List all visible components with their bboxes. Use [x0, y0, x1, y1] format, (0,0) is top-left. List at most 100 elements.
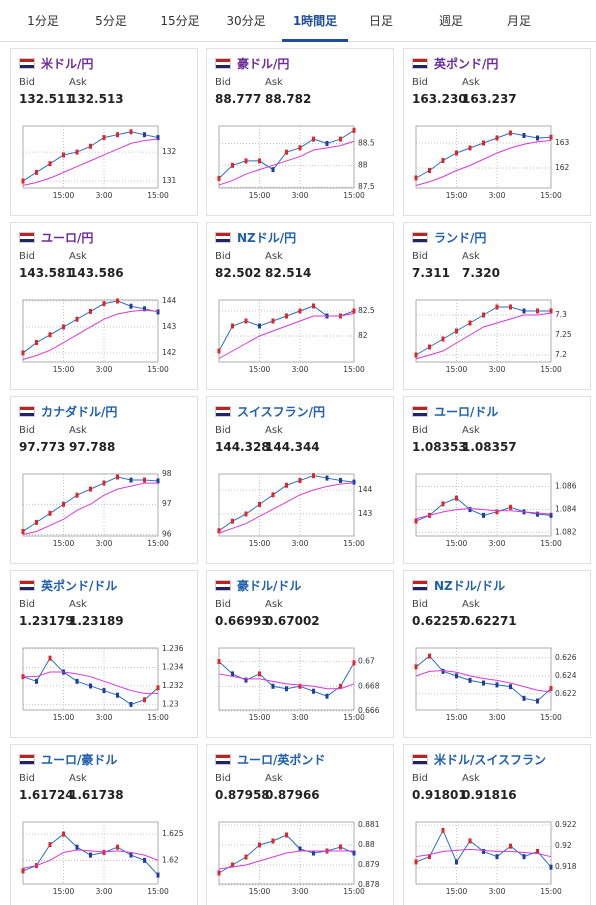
price-marker — [495, 854, 499, 860]
price-marker — [62, 501, 65, 507]
flag-icon — [412, 580, 428, 591]
price-marker — [102, 480, 106, 486]
pair-name[interactable]: ユーロ/ドル — [434, 405, 499, 419]
pair-name[interactable]: 英ポンド/ドル — [41, 579, 118, 593]
ask-value: 88.782 — [265, 92, 312, 106]
tab[interactable]: 月足 — [506, 14, 532, 28]
price-marker — [156, 685, 160, 691]
price-marker — [89, 308, 92, 314]
price-marker — [549, 685, 553, 691]
price-marker — [325, 475, 329, 481]
pair-name[interactable]: スイスフラン/円 — [237, 405, 326, 419]
tab[interactable]: 日足 — [368, 14, 394, 28]
price-marker — [441, 827, 445, 833]
price-marker — [89, 683, 92, 689]
x-tick-label: 15:00 — [540, 365, 562, 374]
tab[interactable]: 週足 — [438, 14, 464, 28]
price-marker — [231, 862, 234, 868]
rate-card[interactable]: ユーロ/円 Bid Ask 143.581 143.586 142 143 144 15:00 3… — [10, 222, 198, 390]
x-tick-label: 3:00 — [292, 191, 309, 200]
ask-label: Ask — [462, 599, 480, 610]
ask-value: 0.91816 — [462, 788, 517, 802]
price-marker — [509, 684, 512, 690]
price-marker — [522, 133, 526, 138]
bid-value: 0.66993 — [215, 614, 270, 628]
bid-label: Bid — [19, 251, 35, 262]
mini-chart: 142 143 144 15:00 3:00 15:00 — [21, 296, 177, 374]
rate-card[interactable]: 米ドル/円 Bid Ask 132.511 132.513 131 132 15:00 3:00… — [10, 48, 198, 216]
price-marker — [549, 864, 553, 870]
price-marker — [455, 150, 458, 156]
pair-name[interactable]: カナダドル/円 — [41, 405, 118, 419]
tab[interactable]: 5分足 — [95, 14, 127, 28]
x-tick-label: 15:00 — [53, 713, 75, 722]
rate-card[interactable]: NZドル/ドル Bid Ask 0.62257 0.62271 0.622 0.624 0.6… — [403, 570, 591, 738]
price-marker — [468, 507, 472, 513]
y-tick-label: 144 — [358, 485, 373, 494]
price-marker — [231, 518, 234, 524]
rate-card[interactable]: ユーロ/豪ドル Bid Ask 1.61724 1.61738 1.62 1.625 15:0… — [10, 744, 198, 905]
price-marker — [143, 306, 146, 312]
bid-value: 97.773 — [19, 440, 66, 454]
x-tick-label: 3:00 — [292, 365, 309, 374]
x-tick-label: 15:00 — [540, 887, 562, 896]
pair-name[interactable]: 米ドル/スイスフラン — [434, 753, 547, 767]
rate-card[interactable]: 英ポンド/ドル Bid Ask 1.23179 1.23189 1.23 1.232 1.23… — [10, 570, 198, 738]
mini-chart: 96 97 98 15:00 3:00 15:00 — [21, 469, 172, 548]
flag-icon — [215, 232, 231, 243]
price-marker — [522, 308, 526, 314]
x-tick-label: 15:00 — [147, 887, 169, 896]
x-tick-label: 15:00 — [343, 713, 365, 722]
tab[interactable]: 15分足 — [160, 14, 200, 28]
rate-card[interactable]: 英ポンド/円 Bid Ask 163.230 163.237 162 163 15:00 3:0… — [403, 48, 591, 216]
price-marker — [495, 682, 499, 688]
rate-card[interactable]: 豪ドル/ドル Bid Ask 0.66993 0.67002 0.666 0.668 0.67… — [206, 570, 394, 738]
x-tick-label: 3:00 — [489, 713, 506, 722]
x-tick-label: 15:00 — [249, 713, 271, 722]
bid-label: Bid — [19, 77, 35, 88]
pair-name[interactable]: ユーロ/豪ドル — [41, 753, 118, 767]
x-tick-label: 15:00 — [446, 887, 468, 896]
bid-label: Bid — [19, 773, 35, 784]
x-tick-label: 15:00 — [540, 539, 562, 548]
pair-name[interactable]: 米ドル/円 — [41, 57, 94, 71]
tab[interactable]: 30分足 — [226, 14, 266, 28]
flag-icon — [19, 58, 35, 69]
price-marker — [258, 158, 261, 164]
rate-card[interactable]: カナダドル/円 Bid Ask 97.773 97.788 96 97 98 15:00 3:00… — [10, 396, 198, 564]
price-marker — [495, 135, 499, 141]
tab[interactable]: 1分足 — [27, 14, 59, 28]
pair-name[interactable]: ユーロ/円 — [41, 231, 94, 245]
mini-chart: 0.918 0.92 0.922 15:00 3:00 15:00 — [414, 820, 577, 896]
rate-card[interactable]: ランド/円 Bid Ask 7.311 7.320 7.2 7.25 7.3 15:00 3:00… — [403, 222, 591, 390]
pair-name[interactable]: 豪ドル/ドル — [237, 579, 302, 593]
rate-card[interactable]: ユーロ/英ポンド Bid Ask 0.87958 0.87966 0.878 0.879 0.… — [206, 744, 394, 905]
x-tick-label: 3:00 — [96, 191, 113, 200]
price-marker — [48, 510, 52, 516]
pair-name[interactable]: 豪ドル/円 — [237, 57, 290, 71]
rate-card[interactable]: NZドル/円 Bid Ask 82.502 82.514 82 82.5 15:00 3:00 1… — [206, 222, 394, 390]
rate-card[interactable]: スイスフラン/円 Bid Ask 144.328 144.344 143 144 15:00 3… — [206, 396, 394, 564]
price-marker — [441, 158, 445, 163]
rate-card[interactable]: 米ドル/スイスフラン Bid Ask 0.91801 0.91816 0.918 0.92 0… — [403, 744, 591, 905]
pair-name[interactable]: NZドル/円 — [237, 231, 297, 245]
price-marker — [62, 324, 65, 330]
price-marker — [35, 169, 38, 175]
plot-frame — [415, 473, 552, 537]
bid-label: Bid — [19, 599, 35, 610]
x-tick-label: 3:00 — [96, 713, 113, 722]
x-tick-label: 15:00 — [343, 191, 365, 200]
pair-name[interactable]: 英ポンド/円 — [434, 57, 499, 71]
pair-name[interactable]: ユーロ/英ポンド — [237, 753, 326, 767]
ask-label: Ask — [462, 773, 480, 784]
pair-name[interactable]: NZドル/ドル — [434, 579, 506, 593]
price-marker — [298, 477, 302, 483]
ask-label: Ask — [265, 251, 283, 262]
rate-card[interactable]: ユーロ/ドル Bid Ask 1.08353 1.08357 1.082 1.084 1.08… — [403, 396, 591, 564]
bid-value: 0.62257 — [412, 614, 467, 628]
price-marker — [352, 127, 356, 133]
rate-card[interactable]: 豪ドル/円 Bid Ask 88.777 88.782 87.5 88 88.5 15:00 3:… — [206, 48, 394, 216]
tab[interactable]: 1時間足 — [292, 14, 338, 28]
pair-name[interactable]: ランド/円 — [434, 231, 487, 245]
